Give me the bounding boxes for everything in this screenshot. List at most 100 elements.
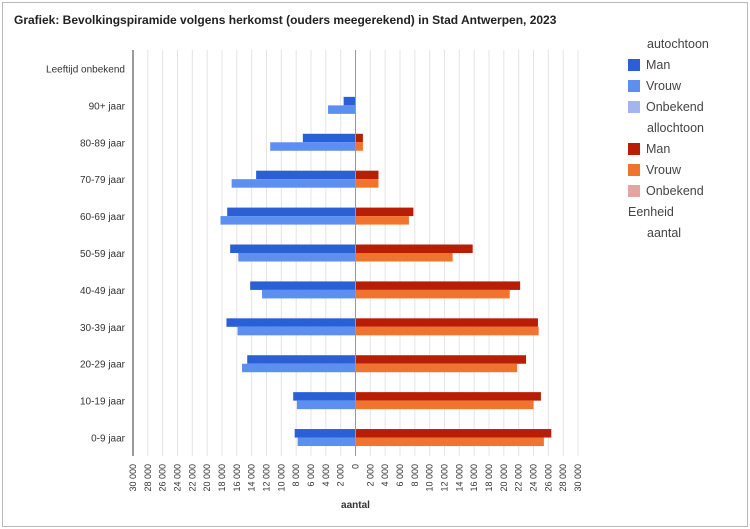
x-tick-label: 10 000	[276, 464, 286, 492]
legend-swatch-allochtoon-onbekend	[628, 185, 640, 197]
legend-swatch-autochtoon-man	[628, 59, 640, 71]
x-tick-label: 6 000	[306, 464, 316, 487]
x-tick-label: 22 000	[187, 464, 197, 492]
bar-allochtoon-vrouw-0-9-jaar	[355, 437, 544, 447]
x-tick-label: 18 000	[217, 464, 227, 492]
legend-label: Man	[646, 142, 671, 156]
y-tick-label: 40-49 jaar	[80, 286, 126, 297]
bar-autochtoon-vrouw-50-59-jaar	[238, 253, 356, 262]
bar-allochtoon-vrouw-70-79-jaar	[355, 179, 379, 188]
y-tick-label: 90+ jaar	[89, 101, 126, 112]
bar-autochtoon-vrouw-40-49-jaar	[262, 289, 356, 299]
legend-swatch-autochtoon-onbekend	[628, 101, 640, 113]
legend-label: Vrouw	[646, 79, 681, 93]
x-tick-label: 18 000	[484, 464, 494, 492]
x-tick-label: 12 000	[262, 464, 272, 492]
bar-allochtoon-vrouw-50-59-jaar	[355, 253, 453, 262]
y-tick-label: 70-79 jaar	[80, 175, 126, 186]
bar-allochtoon-man-50-59-jaar	[355, 244, 473, 253]
bar-allochtoon-man-40-49-jaar	[355, 281, 521, 290]
chart-title: Grafiek: Bevolkingspiramide volgens herk…	[14, 13, 557, 27]
x-tick-label: 14 000	[454, 464, 464, 492]
bar-autochtoon-vrouw-60-69-jaar	[220, 216, 356, 225]
legend-item-autochtoon-onbekend[interactable]: Onbekend	[612, 97, 744, 118]
x-tick-label: 14 000	[247, 464, 257, 492]
bar-autochtoon-man-50-59-jaar	[230, 244, 356, 253]
bar-allochtoon-man-70-79-jaar	[355, 170, 379, 180]
bar-autochtoon-vrouw-0-9-jaar	[297, 437, 356, 447]
bar-autochtoon-man-10-19-jaar	[293, 392, 356, 401]
x-tick-label: 26 000	[543, 464, 553, 492]
bar-autochtoon-man-30-39-jaar	[226, 318, 356, 327]
bar-allochtoon-vrouw-10-19-jaar	[355, 400, 534, 410]
legend-group-allochtoon: allochtoon	[647, 121, 704, 135]
bar-allochtoon-vrouw-60-69-jaar	[355, 216, 409, 225]
x-tick-label: 28 000	[558, 464, 568, 492]
legend-swatch-allochtoon-man	[628, 143, 640, 155]
x-tick-label: 30 000	[573, 464, 583, 492]
x-tick-label: 16 000	[232, 464, 242, 492]
x-tick-label: 20 000	[202, 464, 212, 492]
bar-autochtoon-man-70-79-jaar	[256, 170, 356, 180]
bar-allochtoon-man-10-19-jaar	[355, 392, 541, 401]
legend-item-autochtoon-man[interactable]: Man	[612, 55, 744, 76]
y-tick-label: 80-89 jaar	[80, 138, 126, 149]
bar-allochtoon-vrouw-80-89-jaar	[355, 142, 363, 151]
legend-item-allochtoon-man[interactable]: Man	[612, 139, 744, 160]
x-tick-label: 4 000	[380, 464, 390, 487]
y-tick-label: 30-39 jaar	[80, 323, 126, 334]
x-tick-label: 20 000	[499, 464, 509, 492]
y-tick-label: 20-29 jaar	[80, 360, 126, 371]
legend-item-allochtoon-onbekend[interactable]: Onbekend	[612, 181, 744, 202]
bar-autochtoon-man-0-9-jaar	[294, 429, 356, 438]
x-tick-label: 22 000	[514, 464, 524, 492]
y-tick-label: 0-9 jaar	[91, 434, 126, 445]
legend-label: Onbekend	[646, 184, 704, 198]
x-tick-label: 2 000	[365, 464, 375, 487]
bar-autochtoon-man-20-29-jaar	[247, 355, 356, 364]
bar-autochtoon-vrouw-20-29-jaar	[242, 363, 356, 373]
x-tick-label: 12 000	[440, 464, 450, 492]
bar-autochtoon-vrouw-30-39-jaar	[237, 326, 356, 336]
bar-autochtoon-man-40-49-jaar	[250, 281, 356, 290]
x-tick-label: 2 000	[336, 464, 346, 487]
legend-label: Man	[646, 58, 671, 72]
bar-autochtoon-vrouw-70-79-jaar	[231, 179, 356, 188]
y-tick-label: 10-19 jaar	[80, 397, 126, 408]
bar-autochtoon-vrouw-90-jaar	[328, 105, 356, 114]
x-tick-label: 30 000	[128, 464, 138, 492]
bar-allochtoon-vrouw-40-49-jaar	[355, 289, 510, 299]
bar-allochtoon-man-80-89-jaar	[355, 133, 363, 143]
legend-label: Onbekend	[646, 100, 704, 114]
y-tick-label: Leeftijd onbekend	[46, 64, 125, 75]
bar-allochtoon-man-0-9-jaar	[355, 429, 552, 438]
legend-unit-value: aantal	[647, 226, 682, 240]
bar-autochtoon-vrouw-80-89-jaar	[270, 142, 356, 151]
x-tick-label: 10 000	[425, 464, 435, 492]
bar-autochtoon-vrouw-10-19-jaar	[296, 400, 356, 410]
x-tick-label: 24 000	[173, 464, 183, 492]
bar-allochtoon-vrouw-20-29-jaar	[355, 363, 518, 373]
bar-autochtoon-man-90-jaar	[343, 96, 356, 106]
x-tick-label: 4 000	[321, 464, 331, 487]
bar-autochtoon-man-80-89-jaar	[302, 133, 356, 143]
bar-allochtoon-man-30-39-jaar	[355, 318, 538, 327]
legend-unit-title: Eenheid	[628, 205, 674, 219]
legend-swatch-autochtoon-vrouw	[628, 80, 640, 92]
y-tick-label: 50-59 jaar	[80, 249, 126, 260]
x-tick-label: 16 000	[469, 464, 479, 492]
x-axis-title: aantal	[341, 500, 370, 511]
bar-autochtoon-man-60-69-jaar	[227, 207, 356, 217]
x-tick-label: 6 000	[395, 464, 405, 487]
x-tick-label: 0	[351, 464, 361, 469]
legend-item-autochtoon-vrouw[interactable]: Vrouw	[612, 76, 744, 97]
legend-label: Vrouw	[646, 163, 681, 177]
x-tick-label: 8 000	[291, 464, 301, 487]
legend: autochtoon Man Vrouw Onbekend allochtoon…	[612, 34, 744, 244]
legend-swatch-allochtoon-vrouw	[628, 164, 640, 176]
x-tick-label: 26 000	[158, 464, 168, 492]
legend-item-allochtoon-vrouw[interactable]: Vrouw	[612, 160, 744, 181]
bar-allochtoon-man-60-69-jaar	[355, 207, 414, 217]
legend-group-autochtoon: autochtoon	[647, 37, 709, 51]
